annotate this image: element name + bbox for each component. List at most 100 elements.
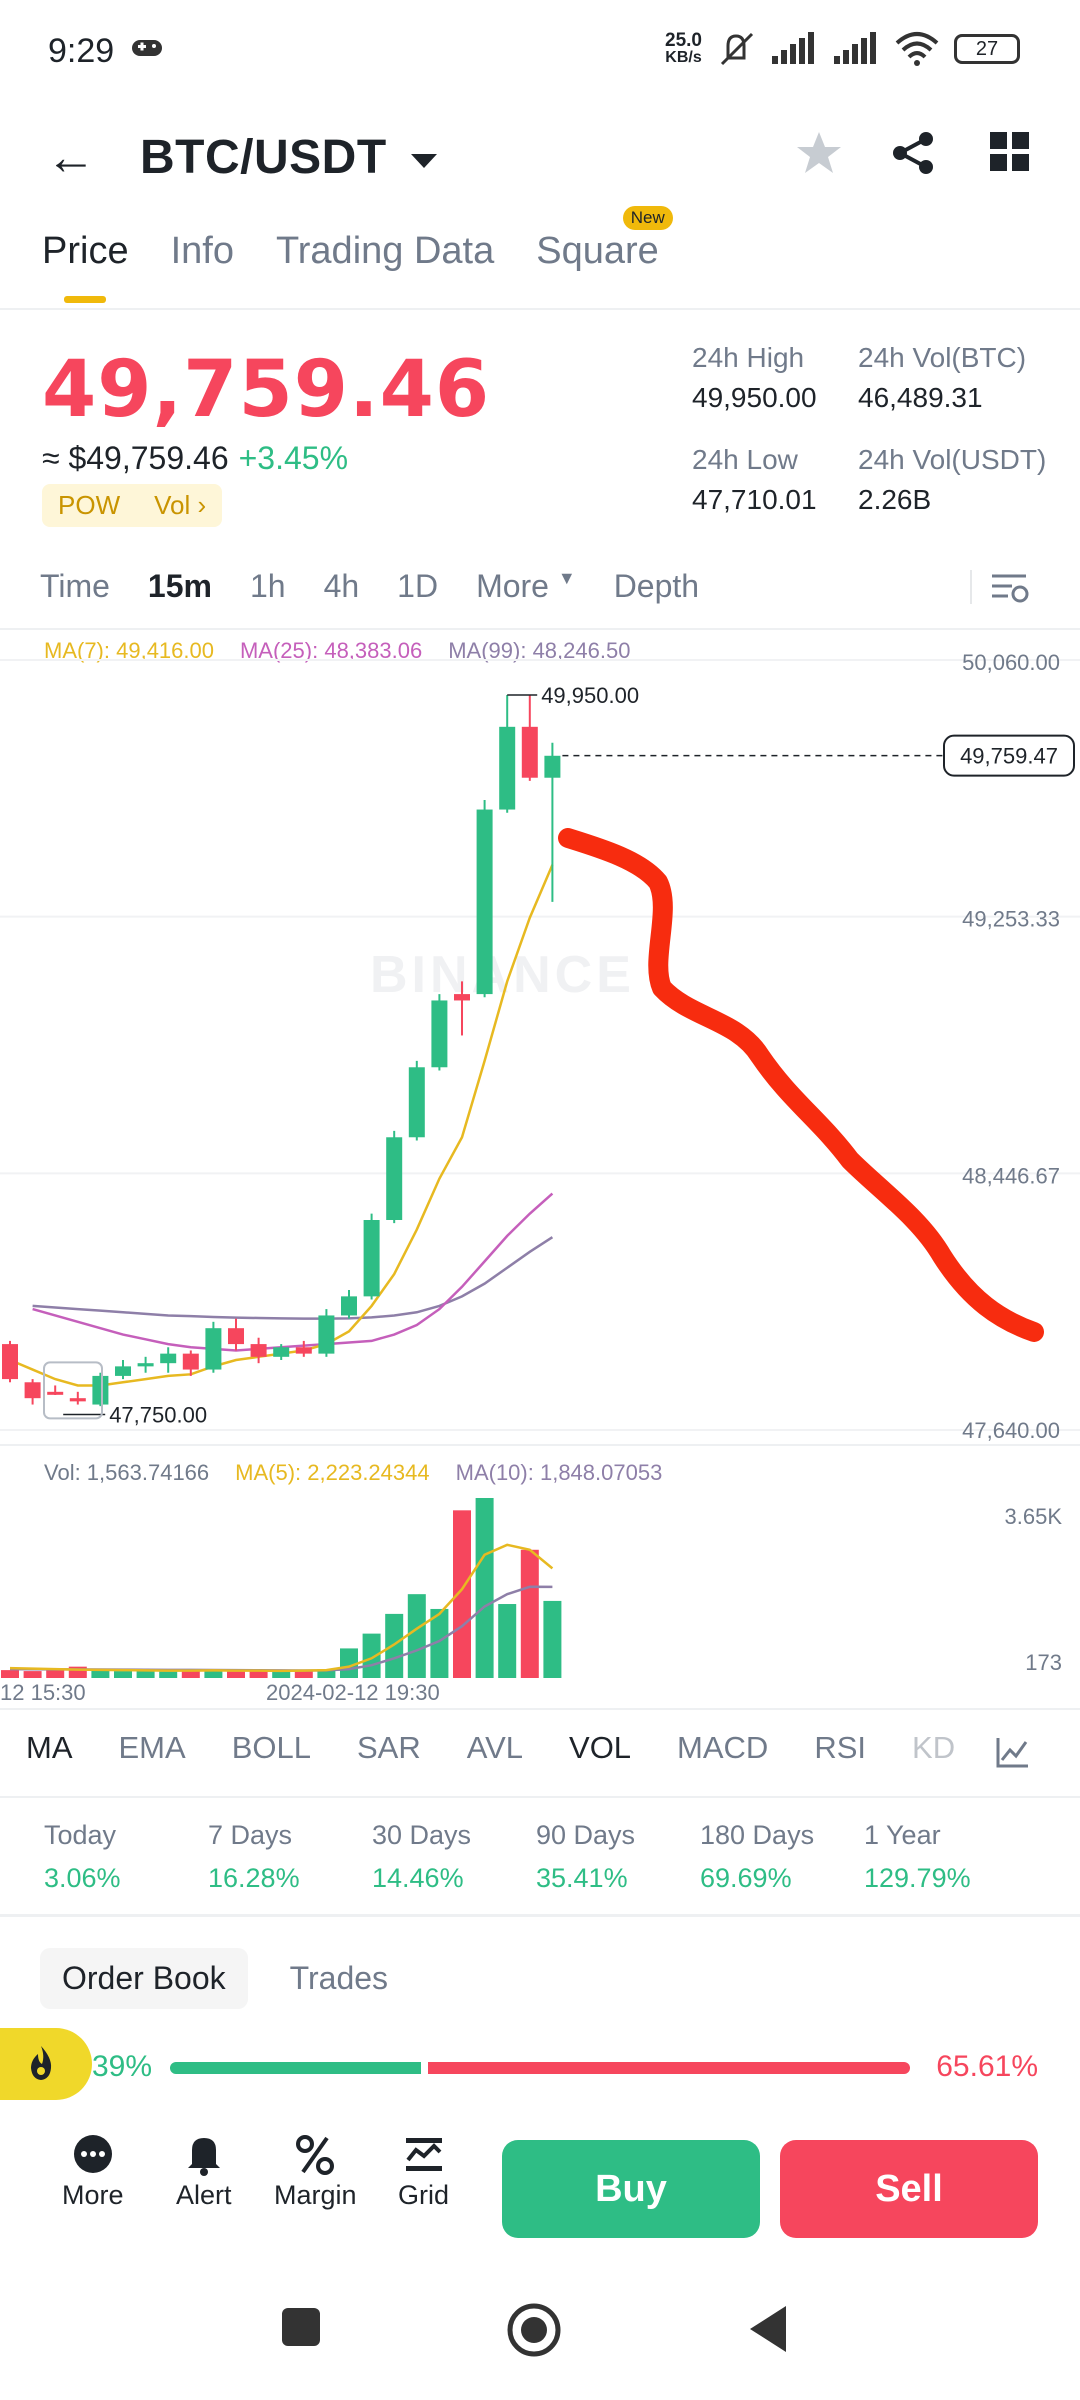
ind-vol[interactable]: VOL bbox=[569, 1730, 632, 1765]
volume-bar bbox=[1, 1670, 19, 1678]
volume-bar bbox=[23, 1671, 42, 1678]
change-percent: +3.45% bbox=[238, 440, 349, 476]
volume-bar bbox=[385, 1613, 404, 1678]
volume-bar bbox=[430, 1608, 449, 1678]
volume-bar bbox=[407, 1594, 426, 1678]
timeframe-bar: Time 15m 1h 4h 1D More ▼ Depth bbox=[40, 568, 699, 605]
perf-30d: 30 Days 14.46% bbox=[372, 1820, 472, 1893]
tf-1d[interactable]: 1D bbox=[397, 568, 439, 604]
current-price-box bbox=[943, 734, 1075, 777]
pair-selector[interactable]: BTC/USDT bbox=[140, 130, 439, 185]
signal-icon-2 bbox=[834, 32, 876, 64]
price-axis-label: 49,253.33 bbox=[962, 907, 1060, 932]
ind-boll[interactable]: BOLL bbox=[231, 1730, 311, 1765]
ratio-sell-fill bbox=[427, 2062, 910, 2074]
more-button[interactable]: More bbox=[62, 2130, 124, 2211]
indicator-chart-icon[interactable] bbox=[996, 1736, 1030, 1768]
tab-trading-data[interactable]: Trading Data bbox=[275, 230, 495, 272]
candle-body bbox=[408, 1067, 425, 1138]
candle-body bbox=[182, 1353, 199, 1370]
volume-chart[interactable] bbox=[0, 1490, 1080, 1700]
grid-button[interactable]: Grid bbox=[398, 2130, 449, 2211]
ind-ma[interactable]: MA bbox=[26, 1730, 73, 1765]
header: ← BTC/USDT bbox=[0, 110, 1080, 210]
volume-legend: Vol: 1,563.74166 MA(5): 2,223.24344 MA(1… bbox=[44, 1460, 663, 1485]
ind-kd[interactable]: KD bbox=[912, 1730, 956, 1765]
fire-fab[interactable] bbox=[0, 2028, 92, 2100]
ind-ema[interactable]: EMA bbox=[118, 1730, 186, 1765]
ind-macd[interactable]: MACD bbox=[677, 1730, 769, 1765]
candle-body bbox=[544, 755, 561, 778]
tag-vol[interactable]: Vol › bbox=[154, 490, 207, 520]
candle-body bbox=[47, 1391, 64, 1395]
tag-pow[interactable]: POW bbox=[58, 490, 121, 520]
volume-bar bbox=[159, 1671, 178, 1678]
volume-bar bbox=[181, 1669, 200, 1678]
recent-apps-icon[interactable] bbox=[280, 2306, 322, 2348]
vol-axis-bottom: 173 bbox=[1025, 1650, 1062, 1675]
volume-bar bbox=[543, 1600, 562, 1678]
bell-icon bbox=[187, 2138, 220, 2176]
tf-depth[interactable]: Depth bbox=[613, 568, 700, 604]
performance-row: Today 3.06% 7 Days 16.28% 30 Days 14.46% 90… bbox=[44, 1820, 1028, 1894]
candle-body bbox=[92, 1375, 109, 1405]
tf-time[interactable]: Time bbox=[40, 568, 110, 604]
share-icon[interactable] bbox=[890, 130, 936, 176]
sell-button[interactable]: Sell bbox=[780, 2140, 1038, 2238]
candle-body bbox=[250, 1344, 267, 1357]
grid-menu-icon[interactable] bbox=[990, 132, 1030, 172]
wifi-icon bbox=[895, 32, 939, 66]
perf-90d: 90 Days 35.41% bbox=[536, 1820, 636, 1893]
percent-icon bbox=[296, 2135, 335, 2175]
tf-1h[interactable]: 1h bbox=[249, 568, 286, 604]
home-icon[interactable] bbox=[506, 2302, 562, 2358]
top-tabs: Price Info Trading Data Square New bbox=[42, 206, 673, 303]
system-nav-bar bbox=[0, 2290, 1080, 2370]
candle-body bbox=[476, 809, 493, 995]
star-icon[interactable] bbox=[796, 130, 842, 176]
more-dots-icon bbox=[73, 2135, 112, 2173]
ma7-line bbox=[9, 864, 554, 1387]
tf-15m[interactable]: 15m bbox=[147, 568, 212, 604]
volume-bar bbox=[68, 1666, 87, 1678]
tf-more[interactable]: More ▼ bbox=[476, 568, 576, 604]
candle-body bbox=[363, 1220, 380, 1297]
ind-avl[interactable]: AVL bbox=[466, 1730, 524, 1765]
back-arrow-icon[interactable]: ← bbox=[46, 129, 96, 185]
chart-settings-icon[interactable] bbox=[990, 570, 1030, 606]
gamepad-icon bbox=[132, 40, 162, 56]
tf-4h[interactable]: 4h bbox=[323, 568, 360, 604]
chevron-right-icon: › bbox=[197, 490, 207, 520]
perf-1y: 1 Year 129.79% bbox=[864, 1820, 971, 1893]
price-chart[interactable]: 50,060.00 49,253.33 48,446.67 47,640.00 BINA… bbox=[0, 620, 1080, 1450]
alert-button[interactable]: Alert bbox=[176, 2130, 232, 2211]
coin-tags: POW Vol › bbox=[42, 484, 223, 527]
margin-button[interactable]: Margin bbox=[274, 2130, 357, 2211]
ind-sar[interactable]: SAR bbox=[356, 1730, 421, 1765]
tab-trades[interactable]: Trades bbox=[289, 1960, 389, 1996]
ind-rsi[interactable]: RSI bbox=[814, 1730, 867, 1765]
buy-button[interactable]: Buy bbox=[502, 2140, 760, 2238]
candle-body bbox=[2, 1344, 18, 1380]
tab-square[interactable]: Square New bbox=[536, 206, 673, 273]
tab-price[interactable]: Price bbox=[42, 230, 129, 303]
candle-body bbox=[273, 1347, 290, 1357]
grid-bot-icon bbox=[405, 2138, 442, 2171]
stat-24h-high: 24h High 49,950.00 bbox=[692, 342, 817, 413]
candle-body bbox=[431, 1000, 448, 1068]
perf-today: Today 3.06% bbox=[44, 1820, 121, 1893]
status-time: 9:29 bbox=[48, 32, 115, 70]
candle-body bbox=[341, 1296, 357, 1316]
ratio-buy-fill bbox=[170, 2062, 422, 2074]
tab-info[interactable]: Info bbox=[170, 230, 234, 272]
high-marker-label: 49,950.00 bbox=[541, 683, 639, 708]
back-nav-icon[interactable] bbox=[746, 2304, 790, 2354]
volume-bar bbox=[475, 1498, 494, 1678]
candle-body bbox=[499, 726, 516, 810]
volume-bar bbox=[498, 1604, 517, 1678]
binance-watermark: BINANCE bbox=[370, 946, 635, 1004]
candle-body bbox=[137, 1363, 154, 1367]
fire-icon bbox=[31, 2046, 52, 2080]
candle-body bbox=[160, 1353, 177, 1364]
tab-order-book[interactable]: Order Book bbox=[40, 1948, 248, 2009]
